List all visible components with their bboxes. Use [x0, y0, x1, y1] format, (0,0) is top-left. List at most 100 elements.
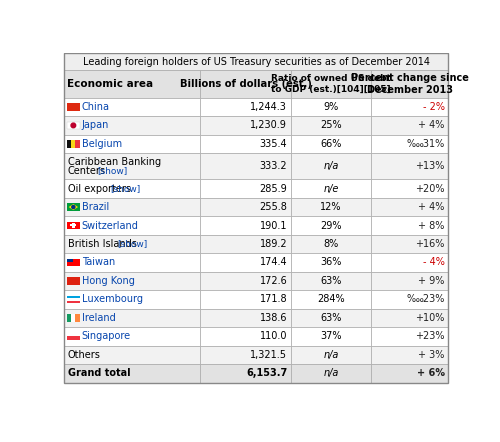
- Bar: [291, 253, 371, 272]
- Bar: [291, 364, 371, 383]
- Bar: [200, 179, 291, 198]
- Text: 189.2: 189.2: [260, 239, 287, 249]
- Text: +16%: +16%: [415, 239, 444, 249]
- Bar: [67, 140, 71, 148]
- Bar: [64, 135, 200, 153]
- Text: Singapore: Singapore: [82, 332, 131, 341]
- Text: 63%: 63%: [320, 313, 342, 323]
- Bar: [64, 116, 200, 135]
- Text: 255.8: 255.8: [260, 202, 287, 212]
- Text: 9%: 9%: [324, 102, 338, 112]
- Text: 174.4: 174.4: [260, 258, 287, 267]
- Text: 1,244.3: 1,244.3: [250, 102, 287, 112]
- Text: 63%: 63%: [320, 276, 342, 286]
- Bar: [72, 140, 76, 148]
- Bar: [371, 364, 448, 383]
- Bar: [291, 153, 371, 179]
- Text: 110.0: 110.0: [260, 332, 287, 341]
- Text: Ratio of owned US debt
to GDP (est.)[104][105]: Ratio of owned US debt to GDP (est.)[104…: [271, 74, 391, 94]
- Text: 333.2: 333.2: [260, 161, 287, 171]
- Text: Hong Kong: Hong Kong: [82, 276, 135, 286]
- Text: Luxembourg: Luxembourg: [82, 294, 143, 305]
- Bar: [67, 296, 80, 298]
- Text: + 6%: + 6%: [416, 368, 444, 378]
- Text: Taiwan: Taiwan: [82, 258, 115, 267]
- Bar: [291, 216, 371, 235]
- Text: 284%: 284%: [317, 294, 345, 305]
- Bar: [64, 198, 200, 216]
- Bar: [371, 327, 448, 346]
- Bar: [200, 253, 291, 272]
- Text: Billions of dollars (est.): Billions of dollars (est.): [180, 79, 312, 89]
- Bar: [64, 98, 200, 116]
- Bar: [67, 259, 80, 267]
- Text: +23%: +23%: [415, 332, 444, 341]
- Bar: [371, 98, 448, 116]
- Bar: [200, 309, 291, 327]
- Text: Belgium: Belgium: [82, 139, 122, 149]
- Bar: [64, 327, 200, 346]
- Text: Ireland: Ireland: [82, 313, 116, 323]
- Text: Oil exporters: Oil exporters: [68, 183, 131, 194]
- Text: ‱23%: ‱23%: [406, 294, 444, 305]
- Bar: [70, 224, 76, 226]
- Bar: [200, 198, 291, 216]
- Bar: [291, 290, 371, 309]
- Text: + 8%: + 8%: [418, 221, 444, 231]
- Bar: [200, 135, 291, 153]
- Bar: [291, 327, 371, 346]
- Text: n/a: n/a: [324, 368, 338, 378]
- Text: n/e: n/e: [324, 183, 338, 194]
- Bar: [291, 346, 371, 364]
- Bar: [200, 327, 291, 346]
- Text: - 4%: - 4%: [422, 258, 444, 267]
- Bar: [200, 346, 291, 364]
- Bar: [67, 332, 80, 340]
- Bar: [72, 314, 76, 322]
- Bar: [72, 223, 74, 228]
- Bar: [64, 216, 200, 235]
- Bar: [200, 272, 291, 290]
- Bar: [291, 272, 371, 290]
- Bar: [200, 216, 291, 235]
- Bar: [200, 116, 291, 135]
- Bar: [291, 116, 371, 135]
- Text: Switzerland: Switzerland: [82, 221, 139, 231]
- Text: 29%: 29%: [320, 221, 342, 231]
- Bar: [76, 140, 80, 148]
- Text: + 9%: + 9%: [418, 276, 444, 286]
- Text: 172.6: 172.6: [260, 276, 287, 286]
- Text: n/a: n/a: [324, 350, 338, 360]
- Bar: [200, 364, 291, 383]
- Bar: [67, 103, 80, 111]
- Bar: [67, 222, 80, 229]
- Bar: [291, 135, 371, 153]
- Text: Brazil: Brazil: [82, 202, 109, 212]
- Text: +13%: +13%: [415, 161, 444, 171]
- Bar: [371, 309, 448, 327]
- Text: 1,321.5: 1,321.5: [250, 350, 287, 360]
- Text: 190.1: 190.1: [260, 221, 287, 231]
- Bar: [67, 203, 80, 211]
- Text: + 4%: + 4%: [418, 202, 444, 212]
- Bar: [371, 153, 448, 179]
- Bar: [291, 235, 371, 253]
- Bar: [67, 259, 73, 263]
- Text: 36%: 36%: [320, 258, 342, 267]
- Circle shape: [70, 278, 76, 284]
- Bar: [200, 98, 291, 116]
- Text: Percent change since
December 2013: Percent change since December 2013: [351, 72, 469, 95]
- Bar: [76, 314, 80, 322]
- Bar: [64, 272, 200, 290]
- Text: [show]: [show]: [110, 184, 141, 193]
- Text: 138.6: 138.6: [260, 313, 287, 323]
- Text: Centers: Centers: [68, 166, 106, 176]
- Text: 37%: 37%: [320, 332, 342, 341]
- Bar: [291, 198, 371, 216]
- Text: + 4%: + 4%: [418, 120, 444, 130]
- Text: Japan: Japan: [82, 120, 109, 130]
- Bar: [67, 298, 80, 301]
- Bar: [64, 179, 200, 198]
- Text: 285.9: 285.9: [260, 183, 287, 194]
- Text: - 2%: - 2%: [422, 102, 444, 112]
